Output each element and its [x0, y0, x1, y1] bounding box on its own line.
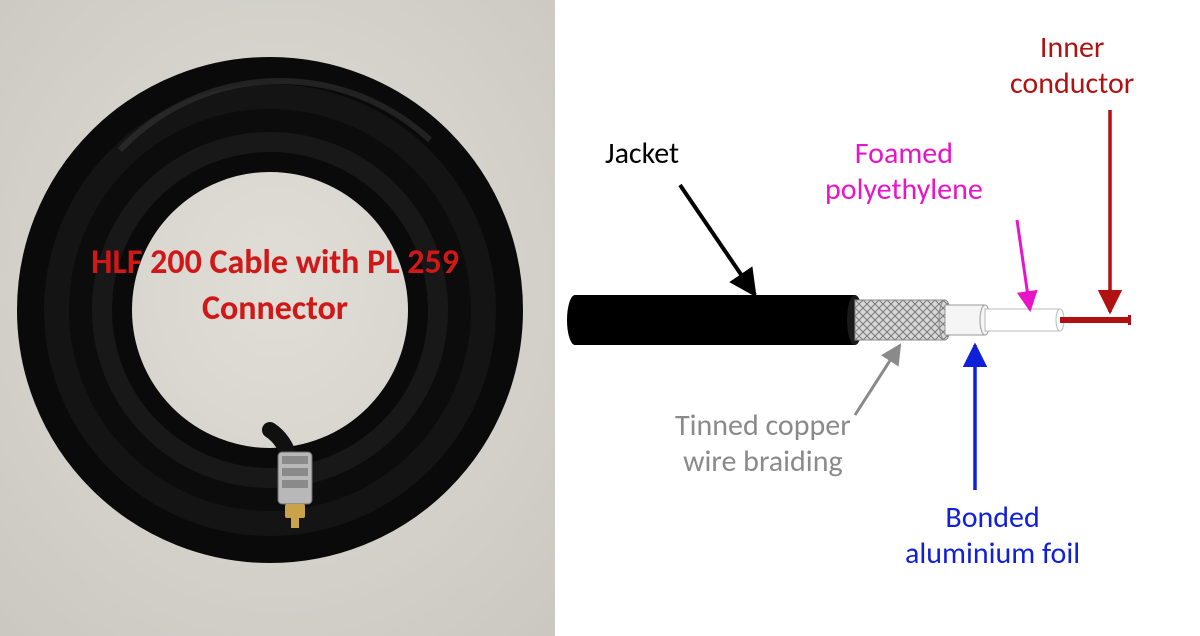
label-foamed-polyethylene: Foamed polyethylene: [825, 136, 983, 208]
diagram-panel: Jacket Foamed polyethylene Inner conduct…: [555, 0, 1200, 636]
label-tinned-copper-braiding: Tinned copper wire braiding: [675, 408, 851, 480]
label-inner-conductor: Inner conductor: [1010, 30, 1134, 102]
cable-cross-section: [567, 295, 1131, 345]
photo-panel: HLF 200 Cable with PL 259 Connector: [0, 0, 555, 636]
label-jacket: Jacket: [605, 136, 679, 172]
label-bonded-aluminium-foil: Bonded aluminium foil: [905, 500, 1080, 572]
photo-caption: HLF 200 Cable with PL 259 Connector: [70, 240, 480, 332]
main-container: HLF 200 Cable with PL 259 Connector: [0, 0, 1200, 636]
